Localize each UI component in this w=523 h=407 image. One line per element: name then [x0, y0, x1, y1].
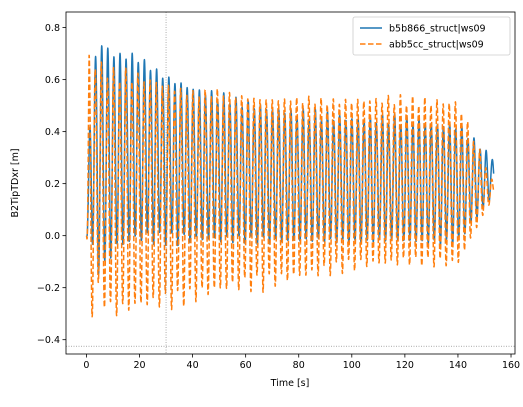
y-tick-label: −0.4 — [37, 335, 60, 346]
legend-label-series-2: abb5cc_struct|ws09 — [389, 40, 484, 51]
series-layer — [85, 45, 495, 318]
x-tick-label: 140 — [449, 360, 467, 371]
y-axis-label: B2TipTDxr [m] — [10, 148, 21, 217]
x-tick-label: 100 — [343, 360, 361, 371]
y-tick-label: 0.6 — [45, 75, 60, 86]
y-tick-label: 0.8 — [45, 23, 60, 34]
legend-label-series-1: b5b866_struct|ws09 — [389, 24, 486, 35]
legend-box — [352, 16, 511, 56]
x-tick-label: 120 — [396, 360, 414, 371]
x-tick-label: 60 — [240, 360, 252, 371]
x-tick-label: 40 — [187, 360, 199, 371]
series-line-2 — [85, 54, 495, 318]
y-axis-ticks: −0.4 −0.2 0.0 0.2 0.4 0.6 0.8 — [37, 23, 66, 346]
y-tick-label: 0.2 — [45, 179, 60, 190]
x-tick-label: 160 — [502, 360, 520, 371]
x-axis-label: Time [s] — [270, 378, 310, 389]
x-axis-ticks: 0 20 40 60 80 100 120 140 160 — [83, 354, 520, 371]
y-tick-label: −0.2 — [37, 283, 60, 294]
y-tick-label: 0.4 — [45, 127, 60, 138]
x-tick-label: 0 — [83, 360, 89, 371]
plot-area-frame — [65, 11, 516, 355]
legend: b5b866_struct|ws09 abb5cc_struct|ws09 — [352, 16, 511, 56]
crosshair — [66, 12, 515, 354]
y-tick-label: 0.0 — [45, 231, 60, 242]
x-tick-label: 80 — [293, 360, 305, 371]
x-tick-label: 20 — [133, 360, 145, 371]
